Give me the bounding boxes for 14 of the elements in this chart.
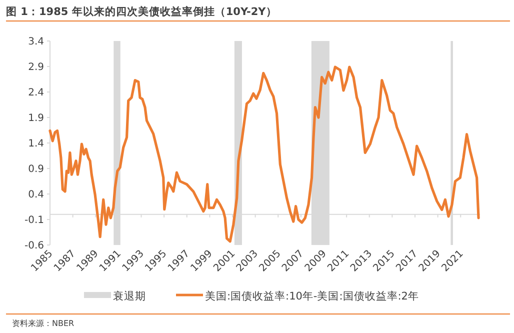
y-tick-label: 2.4 <box>28 88 44 98</box>
chart-title: 图 1：1985 年以来的四次美债收益率倒挂（10Y-2Y） <box>6 5 277 18</box>
y-tick-label: 2.9 <box>28 62 44 73</box>
y-tick-label: 1.4 <box>28 138 44 150</box>
y-tick-label: -0.1 <box>24 215 44 226</box>
line-series <box>48 66 480 243</box>
y-tick-label: 0.9 <box>28 164 44 175</box>
y-tick-label: -0.6 <box>24 240 44 252</box>
legend-label: 美国:国债收益率:10年-美国:国债收益率:2年 <box>205 290 419 302</box>
y-tick-label: 1.9 <box>28 113 44 124</box>
legend-label: 衰退期 <box>113 290 146 302</box>
y-tick-label: 0.4 <box>28 190 44 200</box>
text: 资料来源：NBER <box>12 319 75 328</box>
y-tick-label: 3.4 <box>28 36 44 48</box>
